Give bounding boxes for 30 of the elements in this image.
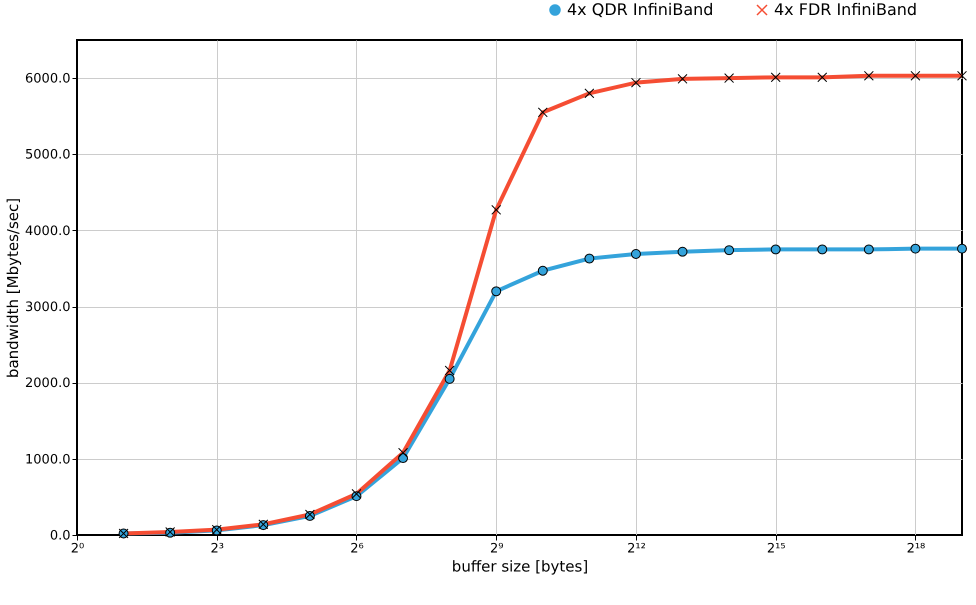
point (864, 244, 874, 254)
point (584, 254, 594, 264)
point (630, 249, 641, 259)
point (910, 244, 920, 254)
point (538, 266, 548, 276)
y-tick-label: 4000.0 (25, 224, 70, 239)
legend-label: 4x QDR InfiniBand (567, 0, 714, 19)
x-tick-label: 2¹² (627, 542, 646, 556)
point (678, 246, 688, 257)
point (770, 244, 781, 254)
x-tick-label: 2¹⁸ (906, 542, 926, 556)
y-axis-title: bandwidth [Mbytes/sec] (4, 198, 22, 378)
legend-label: 4x FDR InfiniBand (774, 0, 918, 19)
y-tick-label: 0.0 (50, 528, 70, 544)
y-tick-label: 2000.0 (25, 376, 70, 392)
y-tick-label: 1000.0 (25, 452, 70, 468)
x-tick-label: 2¹⁵ (766, 542, 786, 556)
x-tick-label: 2⁶ (350, 542, 364, 556)
point (724, 245, 734, 256)
y-tick-label: 5000.0 (25, 148, 70, 163)
y-tick-label: 6000.0 (25, 72, 70, 87)
point (817, 244, 828, 254)
x-tick-label: 2³ (210, 542, 224, 556)
point (491, 286, 502, 296)
point (444, 374, 455, 384)
x-tick-label: 2⁰ (70, 542, 84, 556)
y-tick-label: 3000.0 (25, 300, 70, 316)
point (957, 244, 967, 254)
x-tick-label: 2⁹ (490, 542, 504, 556)
x-axis-title: buffer size [bytes] (452, 558, 588, 576)
